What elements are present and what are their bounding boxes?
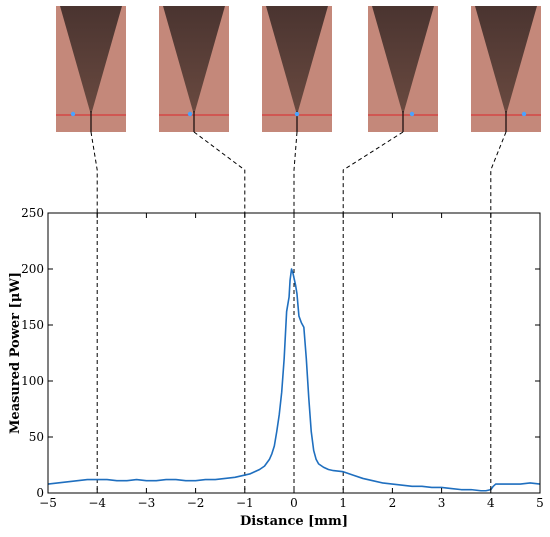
tip-shape <box>163 6 225 115</box>
sample-image <box>262 6 332 132</box>
y-tick-label: 50 <box>29 430 44 444</box>
image-strip <box>56 6 541 132</box>
connector-line <box>342 131 404 213</box>
tip-shape <box>266 6 328 115</box>
x-tick-label: 1 <box>339 496 347 510</box>
x-tick-label: −2 <box>187 496 205 510</box>
tip-shape <box>60 6 122 115</box>
beam-spot <box>521 111 527 117</box>
x-tick-label: −3 <box>138 496 156 510</box>
x-tick-label: −1 <box>236 496 254 510</box>
beam-spot <box>409 111 415 117</box>
connector-line <box>490 131 507 213</box>
beam-spot <box>70 111 76 117</box>
x-tick-label: −5 <box>39 496 57 510</box>
vertical-marker-lines <box>96 213 492 493</box>
sample-image <box>471 6 541 132</box>
y-tick-label: 100 <box>21 374 44 388</box>
y-tick-label: 200 <box>21 262 44 276</box>
y-tick-label: 250 <box>21 206 44 220</box>
x-axis: −5 −4 −3 −2 −1 0 1 2 3 4 5 <box>39 213 544 510</box>
connector-lines <box>90 131 507 213</box>
x-tick-label: 5 <box>536 496 544 510</box>
sample-image <box>159 6 229 132</box>
y-tick-label: 0 <box>36 486 44 500</box>
connector-line <box>193 131 246 213</box>
y-axis-label: Measured Power [μW] <box>8 272 23 434</box>
x-tick-label: 3 <box>438 496 446 510</box>
tip-shape <box>372 6 434 115</box>
series-layer <box>48 268 540 492</box>
sample-image <box>368 6 438 132</box>
connector-line <box>90 131 98 213</box>
x-tick-label: 4 <box>487 496 495 510</box>
y-tick-label: 150 <box>21 318 44 332</box>
x-tick-label: 0 <box>290 496 298 510</box>
beam-spot <box>294 111 300 117</box>
x-tick-label: 2 <box>389 496 397 510</box>
beam-spot <box>187 111 193 117</box>
series-line <box>48 268 540 492</box>
sample-image <box>56 6 126 132</box>
x-axis-label: Distance [mm] <box>240 514 348 529</box>
connector-line <box>293 131 298 213</box>
tip-shape <box>475 6 537 115</box>
y-axis: 0 50 100 150 200 250 <box>21 206 540 500</box>
x-tick-label: −4 <box>88 496 106 510</box>
